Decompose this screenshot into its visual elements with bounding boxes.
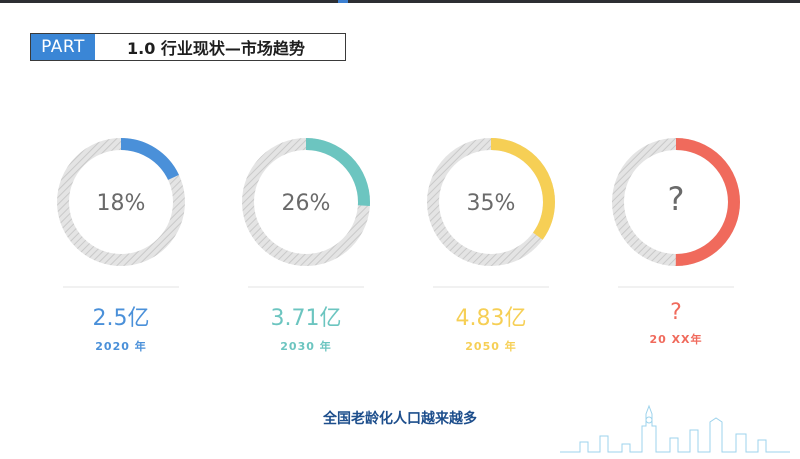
year-label: 2020 年 — [95, 340, 147, 353]
amount-value: 2.5亿 — [92, 306, 150, 331]
ring-percent-label: ? — [668, 180, 685, 218]
ring-percent-label: 26% — [282, 191, 331, 216]
ring-info-4: ? 20 XX年 — [596, 300, 756, 347]
ring-info-1: 2.5亿 2020 年 — [41, 300, 201, 354]
ring-4: ? — [612, 138, 740, 288]
ring-progress-arc — [242, 138, 370, 266]
top-bar — [0, 0, 800, 3]
year-label: 2030 年 — [280, 340, 332, 353]
city-skyline-icon — [560, 404, 790, 453]
ring-2: 26% — [242, 138, 370, 288]
section-title: 1.0 行业现状—市场趋势 — [127, 39, 305, 58]
ring-percent-label: 18% — [97, 191, 146, 216]
year-label: 2050 年 — [465, 340, 517, 353]
ring-info-3: 4.83亿 2050 年 — [411, 300, 571, 354]
ring-percent-label: 35% — [467, 191, 516, 216]
ring-progress-arc — [427, 138, 555, 266]
top-bar-marker — [338, 0, 348, 3]
ring-progress-arc — [612, 138, 740, 266]
year-label: 20 XX年 — [649, 333, 703, 346]
ring-progress-arc — [57, 138, 185, 266]
amount-value: 4.83亿 — [455, 306, 527, 331]
ring-1: 18% — [57, 138, 185, 288]
amount-value: 3.71亿 — [270, 306, 342, 331]
ring-3: 35% — [427, 138, 555, 288]
section-header: PART 1.0 行业现状—市场趋势 — [30, 33, 346, 61]
ring-info-2: 3.71亿 2030 年 — [226, 300, 386, 354]
footer-caption: 全国老龄化人口越来越多 — [323, 411, 477, 427]
part-label: PART — [31, 34, 95, 60]
amount-value: ? — [670, 300, 682, 325]
